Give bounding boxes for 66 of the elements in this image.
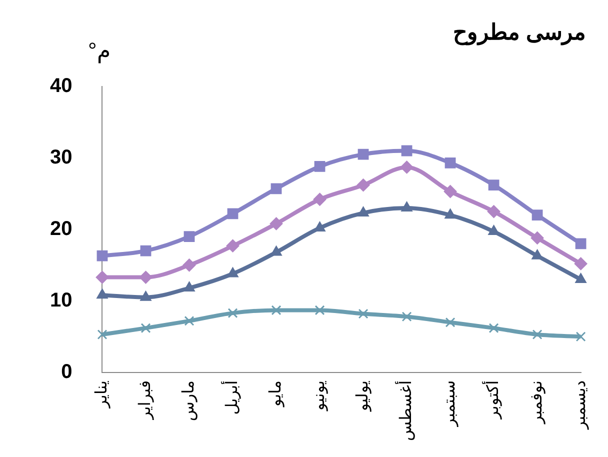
- point: [227, 208, 238, 220]
- point: [314, 161, 326, 172]
- point: [574, 257, 588, 270]
- point: [96, 270, 109, 284]
- y-axis-title: م°: [88, 38, 111, 64]
- point: [358, 148, 369, 160]
- point: [401, 201, 412, 212]
- x-tick-label: نوفمبر: [526, 380, 546, 425]
- point: [444, 185, 457, 198]
- x-tick-label: أغسطس: [394, 380, 415, 441]
- point: [488, 323, 499, 334]
- chart-title: مرسى مطروح: [452, 19, 586, 46]
- y-tick-label: 20: [50, 218, 72, 240]
- point: [96, 250, 108, 262]
- point: [530, 231, 544, 244]
- x-tick-label: مارس: [178, 380, 198, 422]
- point: [575, 238, 586, 250]
- y-tick-label: 0: [61, 360, 72, 383]
- point: [228, 308, 238, 318]
- point: [445, 317, 456, 328]
- point: [488, 180, 500, 191]
- point: [575, 272, 586, 283]
- point: [532, 249, 543, 260]
- point: [444, 157, 456, 168]
- point: [402, 312, 412, 322]
- point: [444, 208, 456, 219]
- point: [270, 246, 282, 256]
- point: [270, 183, 282, 194]
- x-tick-label: يونيو: [308, 380, 328, 412]
- point: [271, 305, 282, 316]
- point: [226, 239, 240, 252]
- point: [96, 288, 108, 299]
- point: [356, 178, 370, 192]
- point: [184, 316, 194, 326]
- point: [140, 290, 152, 301]
- x-tick-label: سبتمبر: [439, 380, 458, 428]
- point: [184, 282, 195, 292]
- point: [139, 270, 152, 284]
- point: [97, 330, 108, 340]
- y-tick-label: 30: [50, 146, 72, 168]
- point: [532, 330, 542, 340]
- point: [400, 160, 414, 174]
- point: [488, 225, 500, 236]
- point: [314, 221, 326, 232]
- point: [358, 308, 368, 319]
- point: [314, 305, 325, 316]
- x-tick-label: يناير: [91, 380, 110, 409]
- x-tick-label: أكتوبر: [482, 380, 502, 420]
- point: [401, 145, 412, 156]
- x-tick-label: مايو: [265, 380, 284, 408]
- point: [487, 205, 500, 218]
- point: [532, 210, 543, 221]
- x-tick-label: فبراير: [134, 380, 154, 420]
- point: [358, 206, 369, 216]
- x-tick-label: يوليو: [352, 380, 372, 412]
- y-tick-label: 40: [50, 74, 72, 97]
- y-tick-label: 10: [50, 289, 72, 312]
- point: [576, 332, 586, 342]
- point: [140, 323, 151, 334]
- point: [184, 231, 195, 242]
- x-tick-label: ديسمبر: [570, 380, 589, 430]
- point: [270, 217, 283, 230]
- point: [182, 258, 196, 272]
- x-tick-label: أبريل: [220, 380, 241, 415]
- point: [140, 245, 152, 256]
- point: [313, 192, 326, 206]
